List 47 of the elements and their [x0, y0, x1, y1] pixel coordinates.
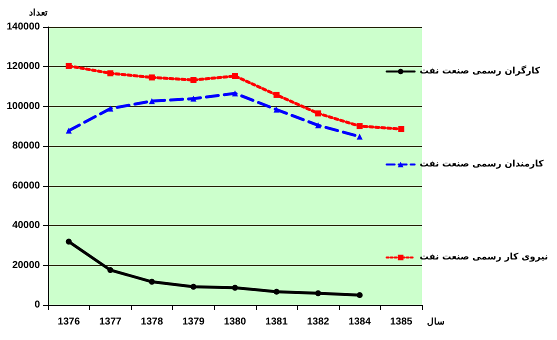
legend-label: کارگران رسمی صنعت نفت [420, 64, 541, 76]
point [148, 278, 155, 285]
x-tick-label: 1376 [58, 316, 80, 328]
point [190, 284, 196, 290]
point [66, 128, 72, 134]
y-tick-label: 20000 [12, 260, 40, 271]
point [190, 77, 196, 84]
point [274, 288, 280, 295]
x-tick-label: 1385 [390, 316, 413, 328]
point [107, 267, 114, 274]
y-tick-label: 0 [34, 300, 40, 310]
point [148, 74, 155, 80]
point [315, 290, 322, 296]
point [274, 92, 280, 98]
point [356, 292, 363, 298]
legend-label: نیروی کار رسمی صنعت نفت [420, 252, 548, 262]
point [148, 98, 155, 104]
x-tick-label: 1382 [306, 316, 330, 328]
legend-label: کارمندان رسمی صنعت نفت [420, 160, 544, 170]
point [315, 110, 322, 116]
y-tick-label: 40000 [12, 220, 40, 232]
x-tick-label: 1379 [182, 316, 206, 328]
point [66, 62, 72, 69]
y-tick-label: 100000 [6, 100, 40, 112]
point [232, 90, 238, 96]
x-tick-label: 1380 [224, 316, 247, 328]
point [107, 70, 114, 76]
y-tick-label: 80000 [12, 140, 40, 152]
x-tick-label: 1377 [99, 316, 122, 328]
point [232, 73, 238, 80]
x-tick-label: 1378 [140, 316, 164, 328]
x-axis-title: سال [427, 316, 445, 326]
point [107, 106, 114, 112]
x-tick-label: 1381 [265, 316, 288, 328]
point [398, 126, 404, 132]
y-tick-label: 60000 [12, 180, 40, 192]
y-axis-title: تعداد [29, 8, 48, 18]
point [356, 123, 363, 130]
y-tick-label: 120000 [6, 61, 40, 72]
x-tick-label: 1384 [348, 316, 372, 328]
point [232, 284, 238, 291]
point [356, 134, 363, 140]
point [274, 106, 280, 113]
y-tick-label: 140000 [6, 22, 40, 32]
point [66, 238, 72, 245]
point [315, 122, 322, 128]
point [190, 96, 196, 102]
